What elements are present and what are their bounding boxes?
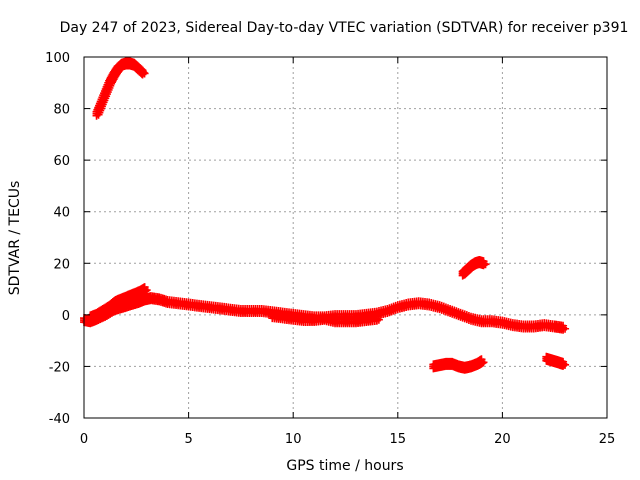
y-tick-label: 0: [62, 309, 70, 324]
x-tick-label: 5: [184, 432, 192, 447]
x-tick-label: 25: [599, 432, 616, 447]
series-2: [86, 283, 151, 324]
x-tick-label: 20: [494, 432, 511, 447]
series-3: [268, 310, 383, 328]
y-tick-label: 100: [45, 51, 70, 66]
y-tick-label: -20: [49, 360, 70, 375]
data-point: [561, 324, 570, 333]
series-0: [92, 57, 149, 120]
x-tick-label: 15: [390, 432, 407, 447]
y-tick-label: 40: [53, 206, 70, 221]
data-point: [479, 358, 488, 367]
data-point: [374, 315, 383, 324]
chart-title: Day 247 of 2023, Sidereal Day-to-day VTE…: [60, 20, 629, 36]
series-5: [429, 355, 488, 374]
data-point: [142, 286, 151, 295]
x-axis-label: GPS time / hours: [286, 458, 403, 474]
data-marks: [80, 57, 570, 374]
y-tick-label: 60: [53, 154, 70, 169]
y-tick-label: 80: [53, 103, 70, 118]
data-point: [561, 360, 570, 369]
series-6: [542, 352, 570, 370]
y-tick-label: 20: [53, 257, 70, 272]
grid: [84, 57, 607, 418]
x-tick-label: 0: [80, 432, 88, 447]
data-point: [140, 69, 149, 78]
series-4: [458, 255, 490, 280]
y-axis-label: SDTVAR / TECUs: [7, 181, 23, 296]
data-point: [481, 260, 490, 269]
x-tick-label: 10: [285, 432, 302, 447]
y-tick-label: -40: [49, 412, 70, 427]
y-axis: -40 -20 0 20 40 60 80 100: [45, 51, 607, 427]
plot-frame: [83, 56, 608, 419]
x-axis: 0 5 10 15 20 25: [80, 57, 615, 447]
